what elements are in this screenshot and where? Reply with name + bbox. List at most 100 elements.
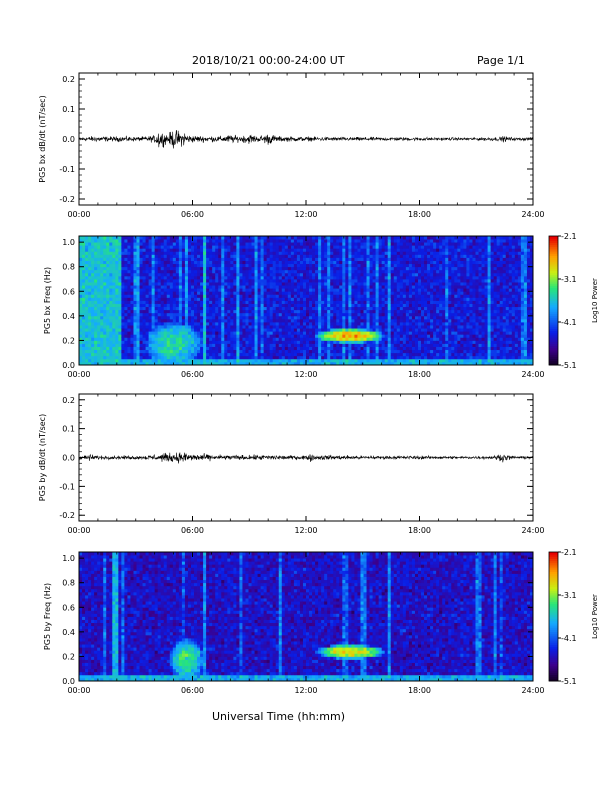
spectrogram-cell bbox=[130, 272, 134, 277]
spectrogram-cell bbox=[321, 300, 325, 304]
spectrogram-cell bbox=[333, 358, 337, 363]
spectrogram-cell bbox=[330, 275, 334, 280]
spectrogram-cell bbox=[94, 303, 98, 308]
spectrogram-cell bbox=[327, 251, 331, 255]
spectrogram-cell bbox=[181, 248, 186, 252]
spectrogram-cell bbox=[209, 349, 213, 354]
spectrogram-cell bbox=[424, 272, 428, 277]
spectrogram-cell bbox=[348, 248, 352, 252]
spectrogram-cell bbox=[372, 358, 377, 363]
spectrogram-cell bbox=[175, 361, 180, 366]
spectrogram-cell bbox=[233, 340, 237, 344]
spectrogram-cell bbox=[417, 352, 422, 357]
spectrogram-cell bbox=[357, 343, 361, 347]
spectrogram-cell bbox=[390, 309, 395, 314]
spectrogram-cell bbox=[79, 251, 83, 255]
spectrogram-cell bbox=[157, 325, 162, 329]
spectrogram-cell bbox=[339, 337, 343, 341]
spectrogram-cell bbox=[402, 279, 407, 283]
spectrogram-cell bbox=[103, 331, 107, 335]
spectrogram-cell bbox=[203, 263, 207, 268]
spectrogram-cell bbox=[82, 340, 86, 344]
spectrogram-cell bbox=[154, 303, 159, 308]
spectrogram-cell bbox=[169, 251, 174, 255]
spectrogram-cell bbox=[306, 312, 310, 317]
spectrogram-cell bbox=[248, 318, 252, 323]
spectrogram-cell bbox=[154, 291, 159, 295]
spectrogram-cell bbox=[148, 312, 153, 317]
spectrogram-cell bbox=[85, 334, 89, 338]
spectrogram-cell bbox=[212, 254, 216, 258]
spectrogram-cell bbox=[293, 269, 298, 274]
spectrogram-cell bbox=[402, 328, 407, 332]
spectrogram-cell bbox=[203, 358, 207, 363]
spectrogram-cell bbox=[366, 312, 370, 317]
spectrogram-cell bbox=[351, 245, 355, 249]
spectrogram-cell bbox=[130, 325, 134, 329]
spectrogram-cell bbox=[417, 282, 422, 286]
spectrogram-cell bbox=[227, 309, 231, 314]
spectrogram-cell bbox=[327, 297, 331, 301]
spectrogram-cell bbox=[160, 272, 165, 277]
spectrogram-cell bbox=[145, 266, 150, 271]
spectrogram-cell bbox=[405, 294, 410, 298]
spectrogram-cell bbox=[166, 269, 171, 274]
spectrogram-cell bbox=[290, 315, 295, 320]
spectrogram-cell bbox=[97, 279, 101, 283]
spectrogram-cell bbox=[345, 325, 349, 329]
spectrogram-cell bbox=[115, 242, 119, 246]
spectrogram-cell bbox=[275, 282, 280, 286]
spectrogram-cell bbox=[287, 282, 292, 286]
spectrogram-cell bbox=[405, 300, 410, 304]
spectrogram-cell bbox=[187, 254, 192, 258]
spectrogram-cell bbox=[417, 303, 422, 308]
spectrogram-cell bbox=[260, 361, 265, 366]
spectrogram-cell bbox=[97, 260, 101, 265]
spectrogram-cell bbox=[372, 361, 377, 366]
spectrogram-cell bbox=[393, 282, 398, 286]
spectrogram-cell bbox=[124, 349, 128, 354]
spectrogram-cell bbox=[145, 245, 150, 249]
spectrogram-cell bbox=[324, 309, 328, 314]
spectrogram-cell bbox=[309, 236, 313, 240]
spectrogram-cell bbox=[384, 306, 389, 311]
spectrogram-cell bbox=[142, 340, 146, 344]
spectrogram-cell bbox=[169, 242, 174, 246]
spectrogram-cell bbox=[321, 294, 325, 298]
spectrogram-cell bbox=[312, 266, 316, 271]
spectrogram-cell bbox=[187, 291, 192, 295]
spectrogram-cell bbox=[142, 352, 146, 357]
spectrogram-cell bbox=[330, 254, 334, 258]
spectrogram-cell bbox=[348, 334, 352, 338]
spectrogram-cell bbox=[190, 272, 195, 277]
spectrogram-cell bbox=[142, 300, 146, 304]
spectrogram-cell bbox=[82, 266, 86, 271]
spectrogram-cell bbox=[106, 263, 110, 268]
spectrogram-cell bbox=[257, 355, 261, 360]
spectrogram-cell bbox=[369, 266, 373, 271]
spectrogram-cell bbox=[154, 254, 159, 258]
spectrogram-cell bbox=[236, 303, 240, 308]
spectrogram-cell bbox=[309, 285, 313, 289]
spectrogram-cell bbox=[100, 266, 104, 271]
spectrogram-cell bbox=[151, 297, 156, 301]
spectrogram-cell bbox=[242, 257, 246, 261]
spectrogram-cell bbox=[390, 279, 395, 283]
spectrogram-cell bbox=[154, 288, 159, 292]
spectrogram-cell bbox=[360, 349, 364, 354]
spectrogram-cell bbox=[151, 263, 156, 268]
spectrogram-cell bbox=[321, 288, 325, 292]
spectrogram-cell bbox=[233, 343, 237, 347]
spectrogram-cell bbox=[163, 358, 168, 363]
spectrogram-cell bbox=[224, 328, 228, 332]
spectrogram-cell bbox=[154, 300, 159, 304]
spectrogram-cell bbox=[121, 285, 125, 289]
spectrogram-cell bbox=[197, 322, 201, 326]
spectrogram-cell bbox=[227, 260, 231, 265]
spectrogram-cell bbox=[230, 297, 234, 301]
spectrogram-cell bbox=[218, 279, 222, 283]
spectrogram-cell bbox=[160, 355, 165, 360]
spectrogram-cell bbox=[103, 340, 107, 344]
spectrogram-cell bbox=[278, 269, 283, 274]
spectrogram-cell bbox=[160, 248, 165, 252]
